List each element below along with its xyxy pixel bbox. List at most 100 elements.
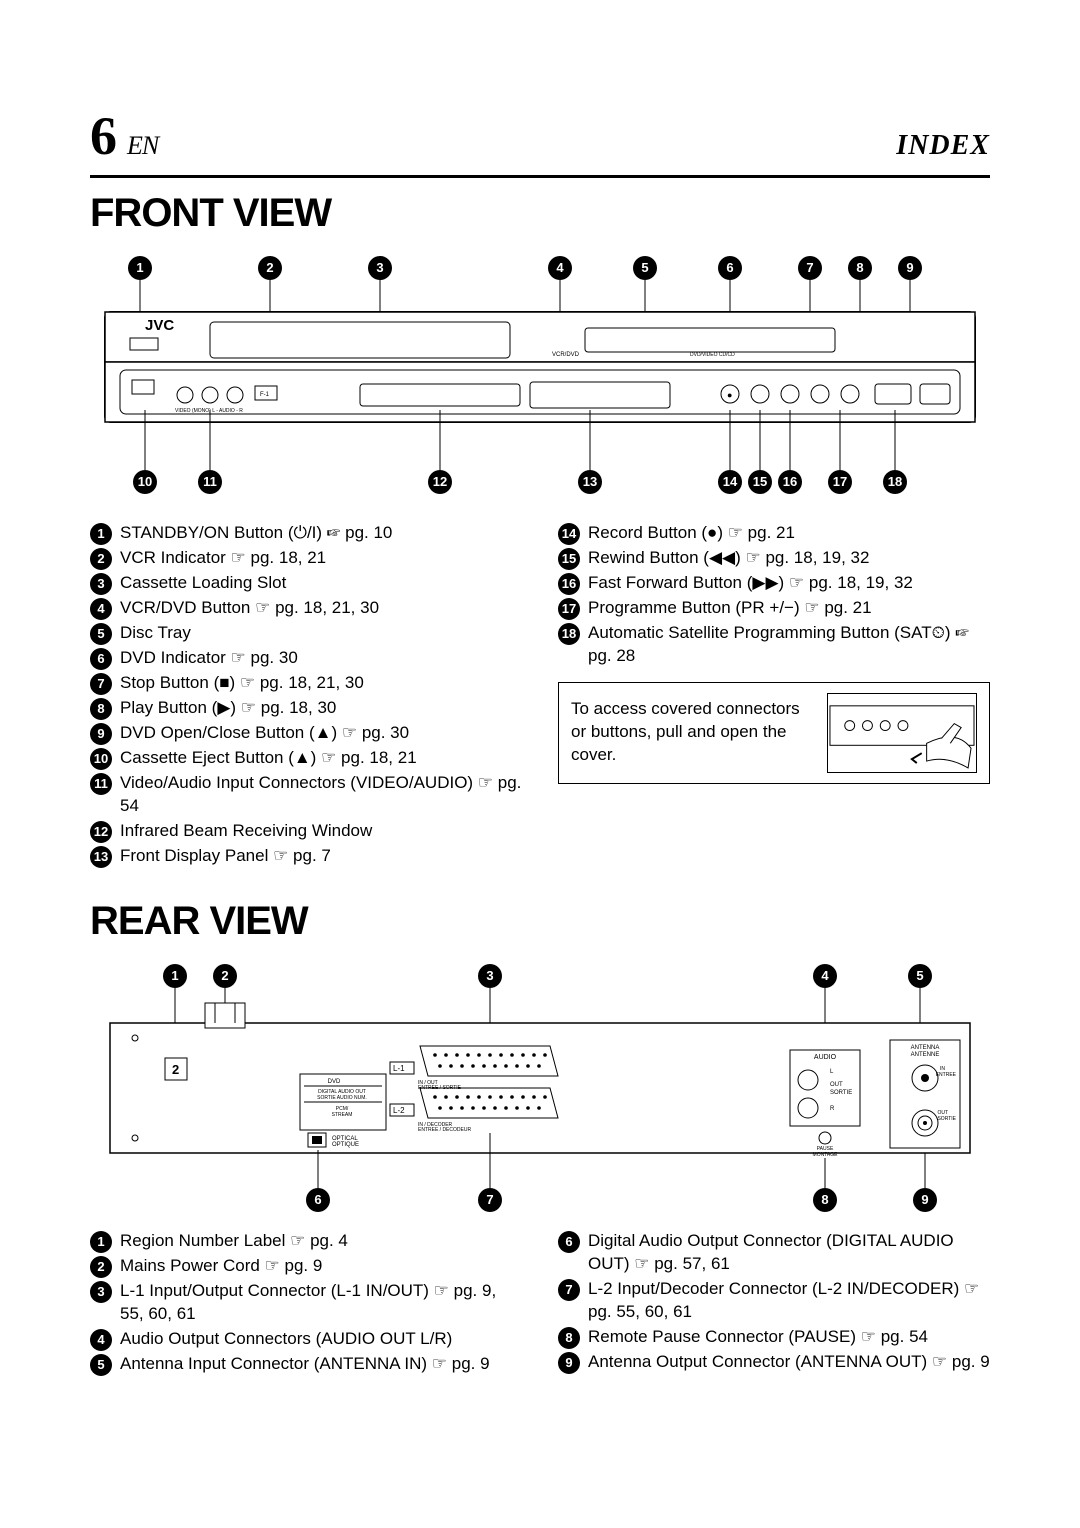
svg-text:15: 15 (753, 474, 767, 489)
callout-badge: 12 (90, 821, 112, 843)
svg-text:ANTENNA: ANTENNA (911, 1045, 940, 1051)
svg-text:R: R (830, 1106, 835, 1112)
legend-item: 2VCR Indicator ☞ pg. 18, 21 (90, 547, 522, 570)
svg-text:SORTIE: SORTIE (830, 1090, 852, 1096)
svg-text:ENTREE: ENTREE (936, 1072, 957, 1078)
svg-text:7: 7 (806, 260, 813, 275)
legend-item: 8 Play Button (▶) ☞ pg. 18, 30 (90, 697, 522, 720)
callout-badge: 17 (558, 598, 580, 620)
svg-text:4: 4 (821, 968, 829, 983)
rear-view-title: REAR VIEW (90, 894, 990, 948)
legend-item: 17 Programme Button (PR +/−) ☞ pg. 21 (558, 597, 990, 620)
legend-item: 11Video/Audio Input Connectors (VIDEO/AU… (90, 772, 522, 818)
legend-item: 7Stop Button (■) ☞ pg. 18, 21, 30 (90, 672, 522, 695)
legend-item: 3Cassette Loading Slot (90, 572, 522, 595)
legend-item: 9 DVD Open/Close Button (▲) ☞ pg. 30 (90, 722, 522, 745)
svg-text:8: 8 (856, 260, 863, 275)
callout-badge: 9 (90, 723, 112, 745)
legend-item: 16Fast Forward Button (▶▶) ☞ pg. 18, 19,… (558, 572, 990, 595)
callout-badge: 7 (90, 673, 112, 695)
legend-text: Mains Power Cord ☞ pg. 9 (120, 1255, 522, 1278)
legend-item: 5 Antenna Input Connector (ANTENNA IN) ☞ … (90, 1353, 522, 1376)
svg-text:1: 1 (171, 968, 178, 983)
svg-text:DVD: DVD (328, 1079, 341, 1085)
legend-text: Audio Output Connectors (AUDIO OUT L/R) (120, 1328, 522, 1351)
legend-item: 3 L-1 Input/Output Connector (L-1 IN/OUT)… (90, 1280, 522, 1326)
legend-text: Rewind Button (◀◀) ☞ pg. 18, 19, 32 (588, 547, 990, 570)
callout-badge: 18 (558, 623, 580, 645)
svg-text:10: 10 (138, 474, 152, 489)
svg-text:4: 4 (556, 260, 564, 275)
svg-text:ENTREE / DECODEUR: ENTREE / DECODEUR (418, 1127, 471, 1133)
callout-badge: 15 (558, 548, 580, 570)
callout-badge: 4 (90, 1329, 112, 1351)
legend-text: Cassette Loading Slot (120, 572, 522, 595)
svg-text:DVD/VIDEO CD/CD: DVD/VIDEO CD/CD (690, 352, 735, 358)
callout-badge: 16 (558, 573, 580, 595)
legend-text: DVD Open/Close Button (▲) ☞ pg. 30 (120, 722, 522, 745)
legend-item: 14Record Button (●) ☞ pg. 21 (558, 522, 990, 545)
legend-item: 4 Audio Output Connectors (AUDIO OUT L/R) (90, 1328, 522, 1351)
svg-text:MONTAGE: MONTAGE (813, 1152, 839, 1158)
legend-text: Programme Button (PR +/−) ☞ pg. 21 (588, 597, 990, 620)
callout-badge: 3 (90, 1281, 112, 1303)
callout-badge: 1 (90, 523, 112, 545)
svg-text:2: 2 (266, 260, 273, 275)
front-view-title: FRONT VIEW (90, 186, 990, 240)
callout-badge: 7 (558, 1279, 580, 1301)
svg-text:OUT: OUT (830, 1082, 843, 1088)
callout-badge: 2 (90, 1256, 112, 1278)
callout-badge: 13 (90, 846, 112, 868)
legend-text: Infrared Beam Receiving Window (120, 820, 522, 843)
svg-text:12: 12 (433, 474, 447, 489)
legend-text: Antenna Input Connector (ANTENNA IN) ☞ p… (120, 1353, 522, 1376)
callout-badge: 5 (90, 623, 112, 645)
svg-text:1: 1 (136, 260, 143, 275)
legend-item: 8Remote Pause Connector (PAUSE) ☞ pg. 54 (558, 1326, 990, 1349)
svg-text:L-1: L-1 (393, 1064, 405, 1073)
front-view-svg: 123456789 JVC VCR/DVD DVD/VIDEO CD/CD (90, 250, 990, 510)
svg-text:3: 3 (376, 260, 383, 275)
legend-item: 4VCR/DVD Button ☞ pg. 18, 21, 30 (90, 597, 522, 620)
legend-item: 12 Infrared Beam Receiving Window (90, 820, 522, 843)
legend-text: L-1 Input/Output Connector (L-1 IN/OUT) … (120, 1280, 522, 1326)
legend-text: Play Button (▶) ☞ pg. 18, 30 (120, 697, 522, 720)
callout-badge: 14 (558, 523, 580, 545)
legend-text: VCR Indicator ☞ pg. 18, 21 (120, 547, 522, 570)
svg-text:9: 9 (906, 260, 913, 275)
page-header: 6 EN INDEX (90, 100, 990, 178)
page-lang: EN (127, 131, 158, 160)
rear-view-legend-left: 1Region Number Label ☞ pg. 42Mains Power… (90, 1230, 522, 1378)
legend-text: VCR/DVD Button ☞ pg. 18, 21, 30 (120, 597, 522, 620)
legend-item: 18 Automatic Satellite Programming Button… (558, 622, 990, 668)
page-number-value: 6 (90, 106, 116, 166)
callout-badge: 9 (558, 1352, 580, 1374)
legend-item: 5Disc Tray (90, 622, 522, 645)
callout-badge: 5 (90, 1354, 112, 1376)
svg-text:5: 5 (916, 968, 923, 983)
svg-text:F-1: F-1 (260, 392, 270, 398)
front-view-legend-left: 1 STANDBY/ON Button (⏻/I) ☞ pg. 102VCR In… (90, 522, 522, 870)
legend-item: 15 Rewind Button (◀◀) ☞ pg. 18, 19, 32 (558, 547, 990, 570)
legend-item: 6DVD Indicator ☞ pg. 30 (90, 647, 522, 670)
legend-item: 6 Digital Audio Output Connector (DIGITAL… (558, 1230, 990, 1276)
legend-text: STANDBY/ON Button (⏻/I) ☞ pg. 10 (120, 522, 522, 545)
access-cover-illustration (827, 693, 977, 773)
svg-text:5: 5 (641, 260, 648, 275)
rear-view-svg: 12345 2 L-1 IN / OUT ENTREE / SORTIE L-2… (90, 958, 990, 1218)
legend-text: Automatic Satellite Programming Button (… (588, 622, 990, 668)
callout-badge: 8 (90, 698, 112, 720)
legend-text: Antenna Output Connector (ANTENNA OUT) ☞… (588, 1351, 990, 1374)
svg-text:●: ● (727, 390, 732, 400)
svg-text:ENTREE / SORTIE: ENTREE / SORTIE (418, 1085, 462, 1091)
front-view-diagram: 123456789 JVC VCR/DVD DVD/VIDEO CD/CD (90, 250, 990, 510)
legend-item: 1 STANDBY/ON Button (⏻/I) ☞ pg. 10 (90, 522, 522, 545)
svg-text:SORTIE AUDIO NUM.: SORTIE AUDIO NUM. (317, 1095, 367, 1101)
callout-badge: 8 (558, 1327, 580, 1349)
svg-text:VIDEO (MONO) L - AUDIO - R: VIDEO (MONO) L - AUDIO - R (175, 408, 243, 414)
rear-view-diagram: 12345 2 L-1 IN / OUT ENTREE / SORTIE L-2… (90, 958, 990, 1218)
callout-badge: 6 (558, 1231, 580, 1253)
legend-text: Digital Audio Output Connector (DIGITAL … (588, 1230, 990, 1276)
front-view-legend-right: 14Record Button (●) ☞ pg. 21 15 Rewind But… (558, 522, 990, 870)
section-label: INDEX (896, 127, 990, 165)
